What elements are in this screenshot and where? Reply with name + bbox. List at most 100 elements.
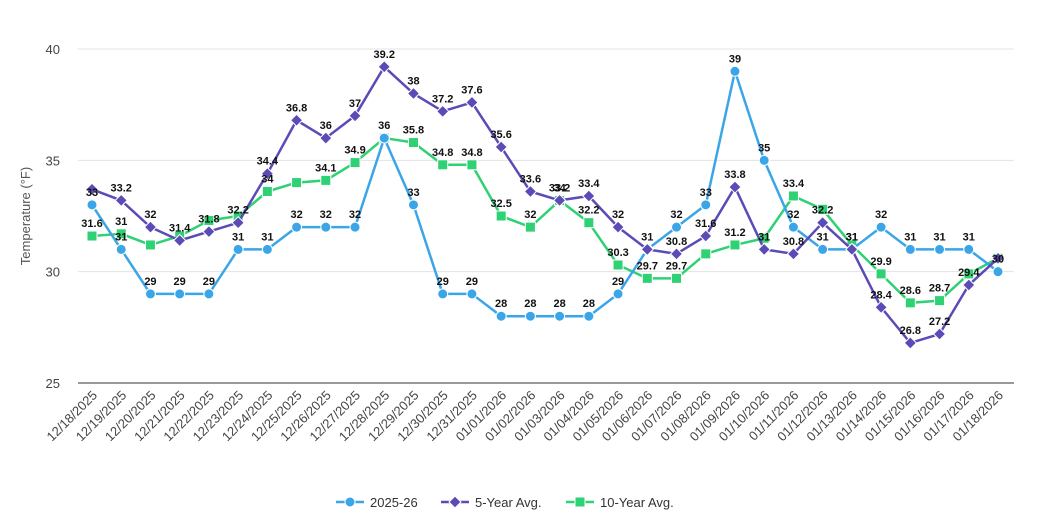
data-label-2025-26: 31 — [846, 231, 858, 243]
data-point-5-year-avg — [523, 184, 538, 199]
data-point-10-year-avg — [320, 174, 332, 186]
data-label-2025-26: 29 — [612, 276, 624, 288]
data-point-10-year-avg — [495, 210, 507, 222]
legend-item-5-year-avg[interactable]: 5-Year Avg. — [441, 495, 542, 510]
data-label-2025-26: 29 — [174, 276, 186, 288]
data-label-2025-26: 30 — [992, 254, 1004, 266]
y-tick-label: 40 — [46, 42, 60, 57]
legend-item-10-year-avg[interactable]: 10-Year Avg. — [566, 495, 674, 510]
data-label-2025-26: 32 — [320, 209, 332, 221]
data-point-2025-26 — [174, 288, 186, 300]
series-line-5-year-avg — [91, 65, 999, 345]
data-label-2025-26: 31 — [641, 231, 653, 243]
legend-item-2025-26[interactable]: 2025-26 — [336, 495, 418, 510]
data-point-5-year-avg — [85, 182, 99, 196]
data-label-5-year-avg: 32.2 — [812, 205, 833, 217]
data-point-5-year-avg — [436, 104, 450, 119]
data-label-5-year-avg: 32 — [144, 209, 156, 221]
data-label-2025-26: 28 — [524, 298, 536, 310]
data-point-2025-26 — [291, 221, 303, 233]
data-point-2025-26 — [554, 310, 566, 322]
data-point-2025-26 — [261, 243, 273, 255]
data-label-2025-26: 33 — [700, 187, 712, 199]
legend-label: 2025-26 — [370, 495, 418, 510]
data-point-2025-26 — [232, 243, 244, 255]
data-point-5-year-avg — [172, 233, 187, 248]
data-point-10-year-avg — [934, 295, 946, 307]
data-point-10-year-avg — [261, 186, 273, 198]
data-point-5-year-avg — [319, 131, 333, 145]
data-label-5-year-avg: 34.4 — [257, 156, 279, 168]
data-label-10-year-avg: 34.9 — [344, 145, 365, 157]
data-point-5-year-avg — [494, 140, 508, 154]
data-label-2025-26: 32 — [787, 209, 799, 221]
data-label-2025-26: 32 — [290, 209, 302, 221]
data-point-10-year-avg — [875, 268, 887, 280]
data-point-2025-26 — [992, 266, 1004, 278]
data-point-5-year-avg — [669, 247, 684, 261]
data-label-5-year-avg: 38 — [407, 76, 419, 88]
data-label-2025-26: 31 — [261, 231, 273, 243]
data-point-5-year-avg — [611, 220, 625, 234]
series-5-year-avg — [85, 60, 1005, 350]
data-label-10-year-avg: 29.9 — [870, 256, 891, 268]
data-point-2025-26 — [817, 243, 829, 255]
data-label-2025-26: 39 — [729, 53, 741, 65]
legend-marker — [448, 495, 462, 509]
data-point-5-year-avg — [552, 193, 567, 208]
data-label-10-year-avg: 35.8 — [403, 125, 424, 137]
data-point-10-year-avg — [144, 239, 156, 251]
data-point-5-year-avg — [143, 220, 158, 234]
series-group — [85, 60, 1005, 350]
data-label-2025-26: 29 — [466, 276, 478, 288]
data-label-5-year-avg: 31.8 — [198, 214, 219, 226]
data-label-5-year-avg: 29.4 — [958, 267, 980, 279]
data-point-5-year-avg — [465, 95, 479, 110]
data-point-5-year-avg — [699, 229, 713, 243]
data-label-2025-26: 29 — [144, 276, 156, 288]
data-point-2025-26 — [758, 154, 770, 166]
data-label-2025-26: 31 — [904, 231, 916, 243]
data-point-5-year-avg — [815, 215, 830, 230]
data-point-2025-26 — [115, 243, 127, 255]
data-label-5-year-avg: 33.2 — [111, 182, 132, 194]
data-label-10-year-avg: 33.2 — [549, 182, 570, 194]
data-label-2025-26: 28 — [553, 298, 565, 310]
data-point-2025-26 — [378, 132, 390, 144]
data-point-5-year-avg — [582, 189, 596, 203]
data-label-10-year-avg: 28.7 — [929, 283, 950, 295]
data-point-5-year-avg — [903, 336, 918, 350]
data-point-5-year-avg — [991, 251, 1005, 266]
data-point-2025-26 — [700, 199, 712, 211]
data-point-2025-26 — [495, 310, 507, 322]
data-label-5-year-avg: 39.2 — [374, 49, 395, 61]
data-point-2025-26 — [203, 288, 215, 300]
data-point-2025-26 — [963, 243, 975, 255]
y-axis-label: Temperature (°F) — [18, 167, 33, 265]
data-point-10-year-avg — [524, 221, 536, 233]
data-label-5-year-avg: 26.8 — [900, 325, 921, 337]
data-label-10-year-avg: 31.6 — [81, 218, 102, 230]
data-point-5-year-avg — [406, 86, 421, 101]
data-point-5-year-avg — [786, 247, 801, 261]
data-point-2025-26 — [144, 288, 156, 300]
data-label-5-year-avg: 36 — [320, 120, 332, 132]
data-point-2025-26 — [729, 65, 741, 77]
data-label-2025-26: 33 — [86, 187, 98, 199]
data-label-2025-26: 31 — [232, 231, 244, 243]
series-2025-26 — [86, 65, 1004, 322]
data-label-10-year-avg: 33.4 — [783, 178, 805, 190]
data-label-10-year-avg: 31 — [115, 216, 127, 228]
data-label-2025-26: 31 — [963, 231, 975, 243]
data-label-10-year-avg: 34.8 — [461, 147, 482, 159]
data-labels: 33 31 29 29 29 31 31 32 32 32 36 33 29 29 28 28 28 28 29 31… — [81, 49, 1004, 337]
data-label-5-year-avg: 36.8 — [286, 102, 307, 114]
data-point-10-year-avg — [904, 297, 916, 309]
data-label-10-year-avg: 34.1 — [315, 162, 336, 174]
data-point-2025-26 — [466, 288, 478, 300]
data-label-2025-26: 32 — [670, 209, 682, 221]
data-label-5-year-avg: 31 — [758, 231, 770, 243]
data-point-10-year-avg — [437, 159, 449, 171]
y-tick-label: 35 — [46, 153, 60, 168]
